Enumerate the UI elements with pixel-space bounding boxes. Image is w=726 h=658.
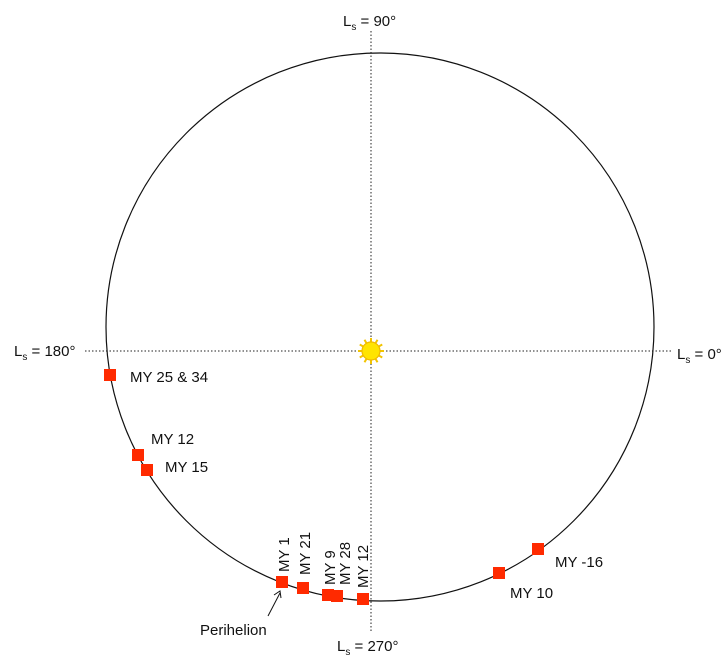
marker-my-21 [297,582,309,594]
perihelion-label: Perihelion [200,622,267,639]
sun-icon [358,338,384,364]
marker-label: MY 25 & 34 [130,369,208,386]
marker-my-25-34 [104,369,116,381]
sun-ray [363,358,368,363]
marker-my-12-a [132,449,144,461]
marker-label: MY 9 [322,550,339,585]
marker-label: MY 1 [276,537,293,572]
perihelion-arrow [267,592,281,617]
marker-my-1 [276,576,288,588]
sun-ray [374,358,379,363]
marker-my-28 [331,590,343,602]
marker-label: MY 12 [151,431,194,448]
marker-label: MY 10 [510,585,553,602]
marker-label: MY 28 [337,542,354,585]
perihelion-arrowhead [273,590,282,599]
sun-ray [378,354,383,359]
marker-my-10 [493,567,505,579]
marker-label: MY -16 [555,554,603,571]
sun-ray [359,343,364,348]
marker-label: MY 21 [297,532,314,575]
axis-label-right: Ls = 0° [677,346,722,366]
marker-my-15 [141,464,153,476]
marker-my-12-b [357,593,369,605]
orbit-ellipse [105,52,655,602]
marker-label: MY 12 [355,545,372,588]
sun-ray [359,354,364,359]
axis-label-left: Ls = 180° [14,343,75,363]
sun-ray [378,343,383,348]
marker-my-neg16 [532,543,544,555]
axis-label-top: Ls = 90° [343,13,396,33]
axis-label-bottom: Ls = 270° [337,638,398,658]
sun-ray [363,339,368,344]
sun-ray [374,339,379,344]
marker-label: MY 15 [165,459,208,476]
